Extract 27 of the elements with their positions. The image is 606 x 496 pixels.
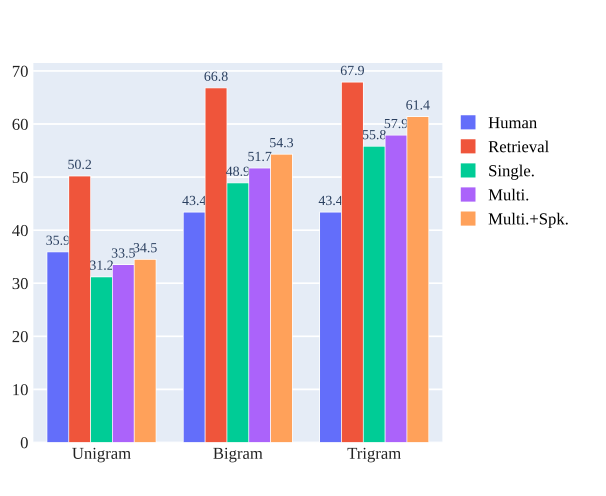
y-tick-label: 30 xyxy=(12,278,28,290)
data-label: 50.2 xyxy=(68,160,92,170)
legend-label: Retrieval xyxy=(488,140,549,152)
legend-label: Multi.+Spk. xyxy=(488,212,568,228)
data-label: 43.4 xyxy=(318,196,343,206)
data-label: 67.9 xyxy=(340,66,364,76)
data-label: 61.4 xyxy=(406,100,430,110)
y-tick-label: 60 xyxy=(12,118,28,130)
x-tick-label: Unigram xyxy=(72,448,131,462)
data-label: 57.9 xyxy=(384,118,408,128)
y-tick-label: 70 xyxy=(12,66,28,77)
data-label: 31.2 xyxy=(90,260,113,270)
data-label: 54.3 xyxy=(270,138,294,148)
data-label: 66.8 xyxy=(204,72,228,82)
y-tick-label: 40 xyxy=(12,224,28,236)
x-tick-label: Trigram xyxy=(347,448,401,462)
y-tick-label: 50 xyxy=(12,172,28,184)
y-tick-label: 10 xyxy=(13,384,28,396)
legend-label: Human xyxy=(488,117,537,128)
data-label: 34.5 xyxy=(134,243,157,252)
data-label: 33.5 xyxy=(112,248,135,258)
legend-label: Multi. xyxy=(488,188,528,201)
y-tick-label: 0 xyxy=(20,437,28,448)
x-tick-label: Bigram xyxy=(213,448,263,462)
data-label: 43.4 xyxy=(182,196,206,206)
y-tick-label: 20 xyxy=(12,330,28,342)
legend-label: Single. xyxy=(489,164,534,180)
